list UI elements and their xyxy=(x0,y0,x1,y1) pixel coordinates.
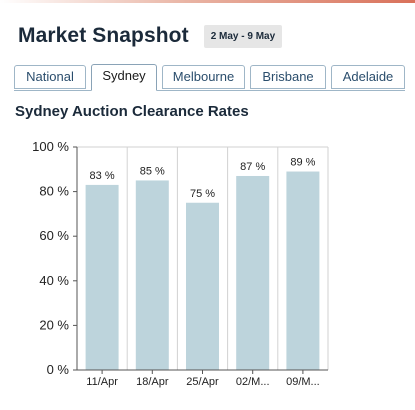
clearance-rate-chart: 83 % 11/Apr 85 % 18/Apr 75 % 25/Apr 87 % 02/M..… xyxy=(32,139,329,388)
x-tick-label: 11/Apr xyxy=(86,376,118,388)
header: Market Snapshot 2 May - 9 May xyxy=(18,20,283,52)
bar-value-label: 89 % xyxy=(290,157,315,169)
tab-national[interactable]: National xyxy=(14,65,86,89)
bar xyxy=(286,171,320,370)
y-tick-label: 40 % xyxy=(39,273,69,288)
tabs-baseline xyxy=(14,90,405,91)
x-tick-label: 02/M... xyxy=(236,376,270,388)
bar-value-label: 83 % xyxy=(90,170,115,182)
y-tick-label: 100 % xyxy=(32,139,69,154)
y-tick-label: 0 % xyxy=(47,362,70,377)
bar-value-label: 85 % xyxy=(140,165,165,177)
x-tick-label: 18/Apr xyxy=(136,376,169,388)
top-accent-line xyxy=(0,0,415,3)
tab-adelaide[interactable]: Adelaide xyxy=(331,65,405,89)
tab-melbourne[interactable]: Melbourne xyxy=(162,65,245,89)
y-tick-label: 80 % xyxy=(39,184,69,199)
bar xyxy=(236,175,270,370)
x-tick-label: 25/Apr xyxy=(186,376,219,388)
bar xyxy=(85,184,119,370)
bar-value-label: 87 % xyxy=(240,161,265,173)
bar xyxy=(135,180,169,370)
tab-brisbane[interactable]: Brisbane xyxy=(250,65,326,89)
page-title: Market Snapshot xyxy=(18,24,189,47)
tab-sydney[interactable]: Sydney xyxy=(91,64,157,91)
city-tabs: National Sydney Melbourne Brisbane Adela… xyxy=(14,64,405,91)
y-tick-label: 60 % xyxy=(39,228,69,243)
x-tick-label: 09/M... xyxy=(286,376,320,388)
y-tick-label: 20 % xyxy=(39,317,69,332)
bar xyxy=(186,202,219,370)
date-range-badge: 2 May - 9 May xyxy=(203,24,283,48)
bar-value-label: 75 % xyxy=(190,188,215,200)
chart-title: Sydney Auction Clearance Rates xyxy=(15,103,249,120)
